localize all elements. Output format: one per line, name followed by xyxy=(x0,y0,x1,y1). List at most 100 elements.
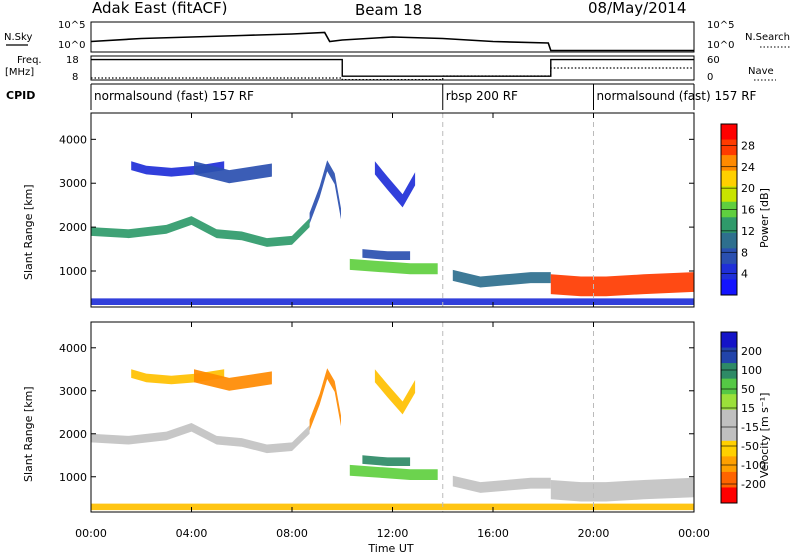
colorbar-swatch xyxy=(721,155,737,172)
time-tick-label: 00:00 xyxy=(75,527,107,540)
colorbar-tick: 200 xyxy=(741,345,762,358)
scatter-region xyxy=(91,216,310,247)
colorbar-tick: 12 xyxy=(741,225,755,238)
nave-tick-bottom: 0 xyxy=(707,72,713,83)
cpid-row: normalsound (fast) 157 RF rbsp 200 RF norm… xyxy=(90,83,757,110)
range-tick-label: 4000 xyxy=(59,342,87,355)
freq-tick-bottom: 8 xyxy=(72,72,78,83)
colorbar-swatch xyxy=(721,232,737,249)
colorbar-tick: 4 xyxy=(741,268,748,281)
freq-label: Freq. xyxy=(17,55,42,66)
scatter-region xyxy=(194,369,272,391)
scatter-region xyxy=(309,160,341,224)
colorbar-tick: 50 xyxy=(741,383,755,396)
power-panel xyxy=(91,113,694,307)
colorbar-tick: 16 xyxy=(741,204,755,217)
velocity-ylabel: Slant Range [km] xyxy=(22,386,35,482)
colorbar-swatch xyxy=(721,263,737,280)
cpid-segment-label: rbsp 200 RF xyxy=(446,89,518,103)
colorbar-swatch xyxy=(721,279,737,296)
velocity-colorbar-title: Velocity [m s⁻¹] xyxy=(758,393,771,478)
range-tick-label: 2000 xyxy=(59,221,87,234)
velocity-yticks: 1000 2000 3000 4000 xyxy=(59,342,694,484)
colorbar-tick: -100 xyxy=(741,459,766,472)
scatter-region xyxy=(550,477,694,502)
velocity-colorbar: 200 100 50 15 -15 -50 -100 -200 xyxy=(720,331,766,504)
colorbar-tick: 20 xyxy=(741,182,755,195)
noise-tick-bottom-left: 10^0 xyxy=(58,40,85,51)
scatter-region xyxy=(452,475,551,493)
range-tick-label: 1000 xyxy=(59,471,87,484)
colorbar-swatch xyxy=(721,394,737,411)
scatter-region xyxy=(362,249,411,260)
colorbar-swatch xyxy=(721,363,737,380)
scatter-region xyxy=(349,258,438,275)
colorbar-swatch xyxy=(721,124,737,141)
time-axis-label: Time UT xyxy=(367,542,413,554)
time-tick-label: 00:00 xyxy=(678,527,710,540)
colorbar-swatch xyxy=(721,347,737,364)
scatter-region xyxy=(91,503,694,511)
power-yticks: 1000 2000 3000 4000 xyxy=(59,133,694,278)
scatter-region xyxy=(374,161,416,208)
cpid-segment-label: normalsound (fast) 157 RF xyxy=(597,89,757,103)
scatter-region xyxy=(309,368,341,431)
colorbar-swatch xyxy=(721,425,737,442)
colorbar-swatch xyxy=(721,248,737,265)
time-tick-label: 04:00 xyxy=(176,527,208,540)
date-title: 08/May/2014 xyxy=(588,0,686,17)
time-tick-label: 08:00 xyxy=(276,527,308,540)
range-tick-label: 3000 xyxy=(59,177,87,190)
time-tick-label: 16:00 xyxy=(477,527,509,540)
colorbar-tick: 28 xyxy=(741,139,755,152)
colorbar-swatch xyxy=(721,217,737,234)
range-tick-label: 4000 xyxy=(59,133,87,146)
scatter-region xyxy=(452,269,551,288)
noise-tick-top-left: 10^5 xyxy=(58,20,85,31)
colorbar-swatch xyxy=(721,170,737,187)
scatter-region xyxy=(91,423,310,454)
nsky-series xyxy=(90,31,694,52)
scatter-region xyxy=(194,161,272,184)
station-title: Adak East (fitACF) xyxy=(92,0,227,17)
colorbar-tick: 15 xyxy=(741,402,755,415)
time-tick-label: 20:00 xyxy=(578,527,610,540)
colorbar-swatch xyxy=(721,471,737,488)
time-axis-ticks: 00:00 04:00 08:00 12:00 16:00 20:00 00:00 xyxy=(75,113,710,540)
scatter-region xyxy=(374,369,416,415)
range-tick-label: 3000 xyxy=(59,385,87,398)
colorbar-swatch xyxy=(721,332,737,349)
nave-label: Nave xyxy=(748,66,774,77)
colorbar-tick: 24 xyxy=(741,161,755,174)
cpid-label: CPID xyxy=(6,89,35,102)
power-colorbar: 28 24 20 16 12 8 4 xyxy=(720,123,755,296)
colorbar-tick: 8 xyxy=(741,246,748,259)
freq-unit-label: [MHz] xyxy=(5,67,34,78)
time-tick-label: 12:00 xyxy=(377,527,409,540)
colorbar-tick: 100 xyxy=(741,364,762,377)
noise-panel-frame xyxy=(90,21,695,53)
range-tick-label: 1000 xyxy=(59,265,87,278)
colorbar-tick: -200 xyxy=(741,478,766,491)
colorbar-tick: -50 xyxy=(741,440,759,453)
scatter-region xyxy=(550,272,694,297)
noise-tick-bottom-right: 10^0 xyxy=(707,40,734,51)
colorbar-swatch xyxy=(721,409,737,426)
nsearch-label: N.Search xyxy=(745,32,790,43)
nave-series xyxy=(91,67,694,81)
cpid-segment-label: normalsound (fast) 157 RF xyxy=(94,89,254,103)
colorbar-swatch xyxy=(721,456,737,473)
range-tick-label: 2000 xyxy=(59,428,87,441)
power-colorbar-title: Power [dB] xyxy=(758,188,771,248)
colorbar-swatch xyxy=(721,440,737,457)
scatter-region xyxy=(91,298,694,305)
scatter-region xyxy=(349,464,438,480)
power-ylabel: Slant Range [km] xyxy=(22,184,35,280)
scatter-region xyxy=(362,455,411,466)
colorbar-swatch xyxy=(721,139,737,156)
freq-tick-top: 18 xyxy=(66,55,79,66)
colorbar-swatch xyxy=(721,186,737,203)
colorbar-swatch xyxy=(721,378,737,395)
velocity-panel xyxy=(91,322,694,512)
